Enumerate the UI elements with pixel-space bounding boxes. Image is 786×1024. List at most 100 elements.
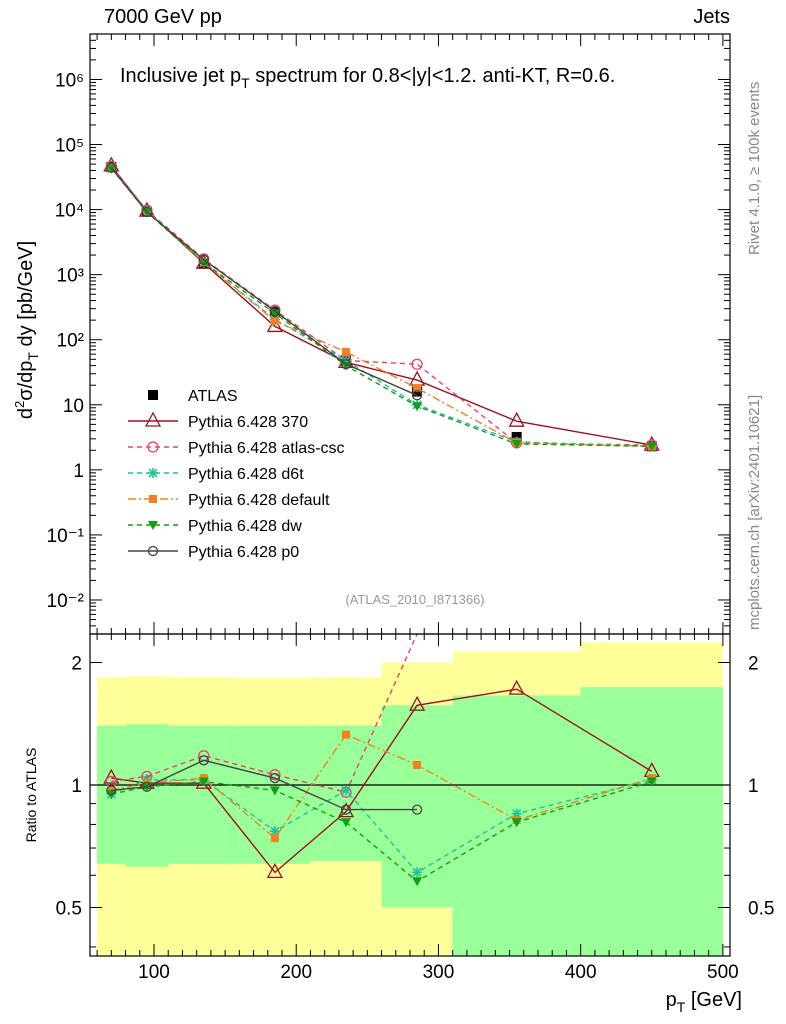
- ratio-point-p370: [409, 695, 426, 711]
- rivet-version-label: Rivet 4.1.0, ≥ 100k events: [746, 81, 763, 255]
- y-tick-label: 10⁶: [55, 70, 84, 91]
- legend-marker-atlascsc: [147, 441, 159, 453]
- ratio-y-tick-label: 2: [71, 654, 82, 675]
- star-stroke: [412, 867, 422, 877]
- x-tick-label: 200: [280, 962, 312, 983]
- ratio-point-dw: [646, 777, 657, 787]
- energy-label: 7000 GeV pp: [104, 6, 222, 28]
- legend-marker-p0: [147, 545, 159, 557]
- ratio-point-dw: [269, 786, 280, 796]
- ratio-point-p0: [411, 804, 423, 815]
- ratio-line-p370: [111, 688, 653, 874]
- legend-marker-default: [149, 495, 157, 503]
- ratio-line-atlascsc: [111, 633, 418, 794]
- ratio-point-d6t: [412, 867, 423, 878]
- ratio-point-p370: [266, 862, 283, 879]
- ratio-point-p0: [106, 785, 117, 796]
- observable-label: Jets: [693, 6, 730, 28]
- y-axis-label: d2σ/dpT dy [pb/GeV]: [12, 241, 41, 419]
- main-point-p0: [141, 206, 153, 218]
- ratio-line-default: [111, 733, 653, 840]
- ratio-point-dw: [511, 818, 522, 828]
- ratio-point-p370: [508, 679, 525, 695]
- main-point-dw: [269, 309, 280, 319]
- legend-label-p370: Pythia 6.428 370: [188, 414, 308, 431]
- ratio-y-tick-label: 0.5: [56, 898, 82, 919]
- ratio-point-p0: [269, 772, 281, 784]
- plot-title: Inclusive jet pT spectrum for 0.8<|y|<1.…: [120, 65, 615, 91]
- main-point-p370: [508, 411, 525, 427]
- main-point-p0: [340, 359, 352, 370]
- legend-marker-d6t: [148, 468, 158, 478]
- y-tick-label: 10³: [57, 266, 84, 287]
- x-tick-label: 400: [565, 962, 597, 983]
- ratio-point-p0: [340, 804, 352, 815]
- main-point-p370: [266, 317, 283, 333]
- analysis-id: (ATLAS_2010_I871366): [345, 592, 484, 607]
- star-stroke: [341, 785, 351, 795]
- main-line-atlascsc: [110, 166, 652, 446]
- ratio-y-tick-label: 1: [71, 776, 82, 797]
- ratio-panel-frame: [89, 633, 731, 957]
- legend-label-p0: Pythia 6.428 p0: [188, 544, 299, 561]
- y-tick-label: 1: [73, 461, 84, 482]
- main-point-dw: [341, 361, 351, 371]
- legend-label-default: Pythia 6.428 default: [188, 492, 330, 509]
- legend-label-d6t: Pythia 6.428 d6t: [188, 466, 304, 483]
- main-point-atlascsc: [411, 358, 423, 370]
- ratio-point-dw: [412, 877, 423, 887]
- ratio-point-default: [342, 730, 350, 739]
- band-inner-bin: [168, 725, 240, 864]
- x-axis-label: pT [GeV]: [666, 989, 742, 1015]
- legend-label-dw: Pythia 6.428 dw: [188, 518, 302, 535]
- ratio-line-dw: [111, 780, 653, 883]
- ratio-y-tick-label-right: 1: [748, 776, 759, 797]
- ratio-y-axis-label: Ratio to ATLAS: [23, 748, 39, 843]
- legend-label-atlascsc: Pythia 6.428 atlas-csc: [188, 440, 345, 457]
- ratio-point-d6t: [269, 826, 280, 837]
- ratio-point-dw: [198, 777, 209, 787]
- ratio-point-p0: [141, 781, 153, 792]
- main-point-dw: [412, 402, 423, 412]
- x-tick-label: 300: [423, 962, 455, 983]
- y-tick-label: 10⁻²: [47, 591, 85, 612]
- ratio-point-default: [270, 834, 279, 843]
- main-line-dw: [110, 167, 652, 447]
- main-point-p0: [411, 390, 423, 401]
- main-point-p0: [198, 254, 209, 265]
- main-point-dw: [106, 164, 117, 174]
- y-tick-label: 10: [63, 396, 84, 417]
- ratio-line-p0: [111, 759, 418, 811]
- main-point-dw: [646, 442, 657, 452]
- ratio-point-atlascsc: [269, 769, 281, 781]
- y-tick-label: 10²: [57, 331, 84, 352]
- y-tick-label: 10⁻¹: [47, 526, 85, 547]
- x-tick-label: 100: [138, 962, 170, 983]
- band-inner-bin: [580, 687, 723, 956]
- legend-label-atlas: ATLAS: [188, 388, 238, 405]
- ratio-y-tick-label-right: 2: [748, 654, 759, 675]
- ratio-point-default: [413, 760, 422, 769]
- legend-marker-p370: [144, 411, 162, 427]
- main-point-dw: [511, 439, 522, 449]
- main-point-p0: [269, 305, 281, 317]
- ratio-point-d6t: [341, 785, 351, 796]
- x-tick-label: 500: [707, 962, 739, 983]
- legend-marker-atlas: [148, 390, 158, 400]
- main-point-default: [270, 316, 279, 325]
- band-inner-bin: [125, 724, 169, 867]
- star-stroke: [148, 468, 158, 478]
- star-stroke: [270, 826, 280, 836]
- main-line-p0: [110, 167, 418, 396]
- main-point-default: [342, 347, 350, 356]
- ratio-point-dw: [341, 818, 351, 828]
- main-point-default: [413, 384, 422, 393]
- y-tick-label: 10⁴: [55, 201, 84, 222]
- ratio-line-d6t: [111, 779, 652, 874]
- ratio-y-tick-label-right: 0.5: [748, 898, 774, 919]
- ratio-point-p370: [103, 768, 120, 784]
- main-point-p0: [106, 162, 117, 173]
- mcplots-citation-label: mcplots.cern.ch [arXiv:2401.10621]: [746, 394, 763, 630]
- ratio-point-p0: [198, 755, 209, 766]
